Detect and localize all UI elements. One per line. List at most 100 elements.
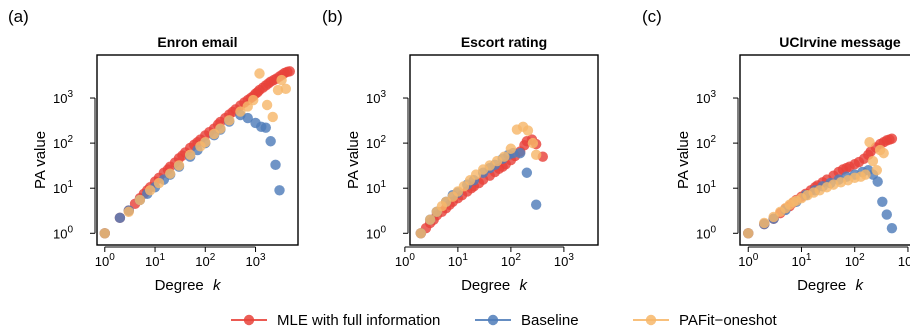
y-tick-base: 10 [53, 136, 67, 151]
point-pafit [424, 214, 436, 225]
y-tick-exponent: 0 [380, 224, 386, 235]
point-pafit [215, 123, 226, 134]
y-tick-exponent: 3 [380, 89, 386, 100]
x-tick-exponent: 1 [159, 252, 165, 263]
x-tick-label: 101 [145, 252, 165, 269]
x-tick-base: 10 [395, 254, 409, 269]
x-tick-exponent: 0 [109, 252, 115, 263]
point-pafit [530, 149, 542, 161]
point-baseline [521, 167, 533, 178]
x-tick-exponent: 0 [753, 252, 759, 263]
x-axis-label-text: Degree [461, 277, 514, 294]
chart-title: UCIrvine message [779, 34, 901, 50]
point-pafit [224, 115, 235, 126]
point-pafit [184, 149, 196, 161]
x-tick-label: 100 [738, 252, 758, 269]
x-tick-exponent: 3 [260, 252, 266, 263]
point-pafit [499, 151, 510, 162]
x-tick-label: 100 [395, 252, 415, 269]
y-tick-label: 102 [696, 134, 716, 151]
x-axis-label: Degree k [155, 277, 222, 294]
legend-marker [645, 314, 657, 326]
x-tick-base: 10 [195, 254, 209, 269]
point-pafit [860, 169, 871, 180]
x-tick-base: 10 [898, 254, 910, 269]
y-axis-label: PA value [675, 131, 692, 189]
markers [743, 133, 898, 239]
y-tick-base: 10 [696, 91, 710, 106]
legend-label: Baseline [521, 312, 579, 329]
legend-marker [243, 314, 255, 326]
x-tick-label: 102 [845, 252, 865, 269]
point-pafit [878, 147, 889, 159]
y-tick-label: 100 [696, 224, 716, 241]
point-pafit [99, 228, 110, 239]
chart-title: Enron email [157, 34, 237, 50]
point-baseline [270, 159, 281, 171]
y-tick-label: 103 [696, 89, 716, 106]
y-tick-exponent: 3 [67, 89, 73, 100]
y-tick-exponent: 0 [67, 224, 73, 235]
point-baseline [260, 122, 271, 133]
y-tick-exponent: 1 [710, 179, 716, 190]
point-pafit [759, 217, 770, 229]
y-tick-exponent: 1 [380, 179, 386, 190]
y-tick-label: 102 [366, 134, 386, 151]
point-pafit [173, 160, 185, 171]
point-pafit [505, 143, 517, 154]
y-tick-exponent: 1 [67, 179, 73, 190]
x-tick-label: 102 [501, 252, 521, 269]
x-tick-base: 10 [501, 254, 515, 269]
point-pafit [871, 165, 883, 176]
x-tick-exponent: 2 [515, 252, 521, 263]
point-pafit [267, 111, 278, 123]
point-baseline [274, 185, 285, 196]
y-tick-label: 101 [366, 179, 386, 196]
y-tick-label: 100 [366, 224, 386, 241]
y-tick-exponent: 2 [380, 134, 386, 145]
legend-label: MLE with full information [277, 312, 440, 329]
point-pafit [123, 206, 134, 217]
point-pafit [864, 136, 875, 148]
y-tick-label: 103 [366, 89, 386, 106]
point-pafit [248, 94, 259, 106]
x-tick-base: 10 [145, 254, 159, 269]
x-axis-label-text: Degree [155, 277, 208, 294]
point-pafit [144, 185, 156, 196]
x-tick-label: 102 [195, 252, 215, 269]
point-baseline [877, 196, 888, 207]
x-tick-base: 10 [448, 254, 462, 269]
point-pafit [276, 74, 287, 86]
legend-label: PAFit−oneshot [679, 312, 778, 329]
point-baseline [530, 199, 542, 210]
point-baseline [881, 209, 892, 220]
legend-item-pafit: PAFit−oneshot [633, 312, 778, 329]
x-axis-label-variable: k [213, 277, 222, 294]
plot-frame [739, 54, 910, 246]
x-tick-exponent: 1 [806, 252, 812, 263]
x-axis-label: Degree k [461, 277, 528, 294]
point-pafit [280, 83, 291, 95]
y-axis-label: PA value [32, 131, 49, 189]
y-axis-label: PA value [345, 131, 362, 189]
x-tick-base: 10 [791, 254, 805, 269]
y-tick-label: 102 [53, 134, 73, 151]
point-pafit [261, 99, 273, 111]
x-tick-label: 103 [246, 252, 266, 269]
point-pafit [153, 177, 165, 189]
point-pafit [164, 168, 176, 179]
markers [415, 121, 548, 239]
chart-title: Escort rating [461, 34, 547, 50]
y-tick-base: 10 [366, 226, 380, 241]
point-baseline [265, 136, 276, 147]
point-baseline [886, 222, 898, 234]
x-tick-label: 103 [898, 252, 910, 269]
y-tick-label: 101 [53, 179, 73, 196]
x-tick-label: 100 [95, 252, 115, 269]
x-tick-base: 10 [554, 254, 568, 269]
y-tick-base: 10 [53, 181, 67, 196]
